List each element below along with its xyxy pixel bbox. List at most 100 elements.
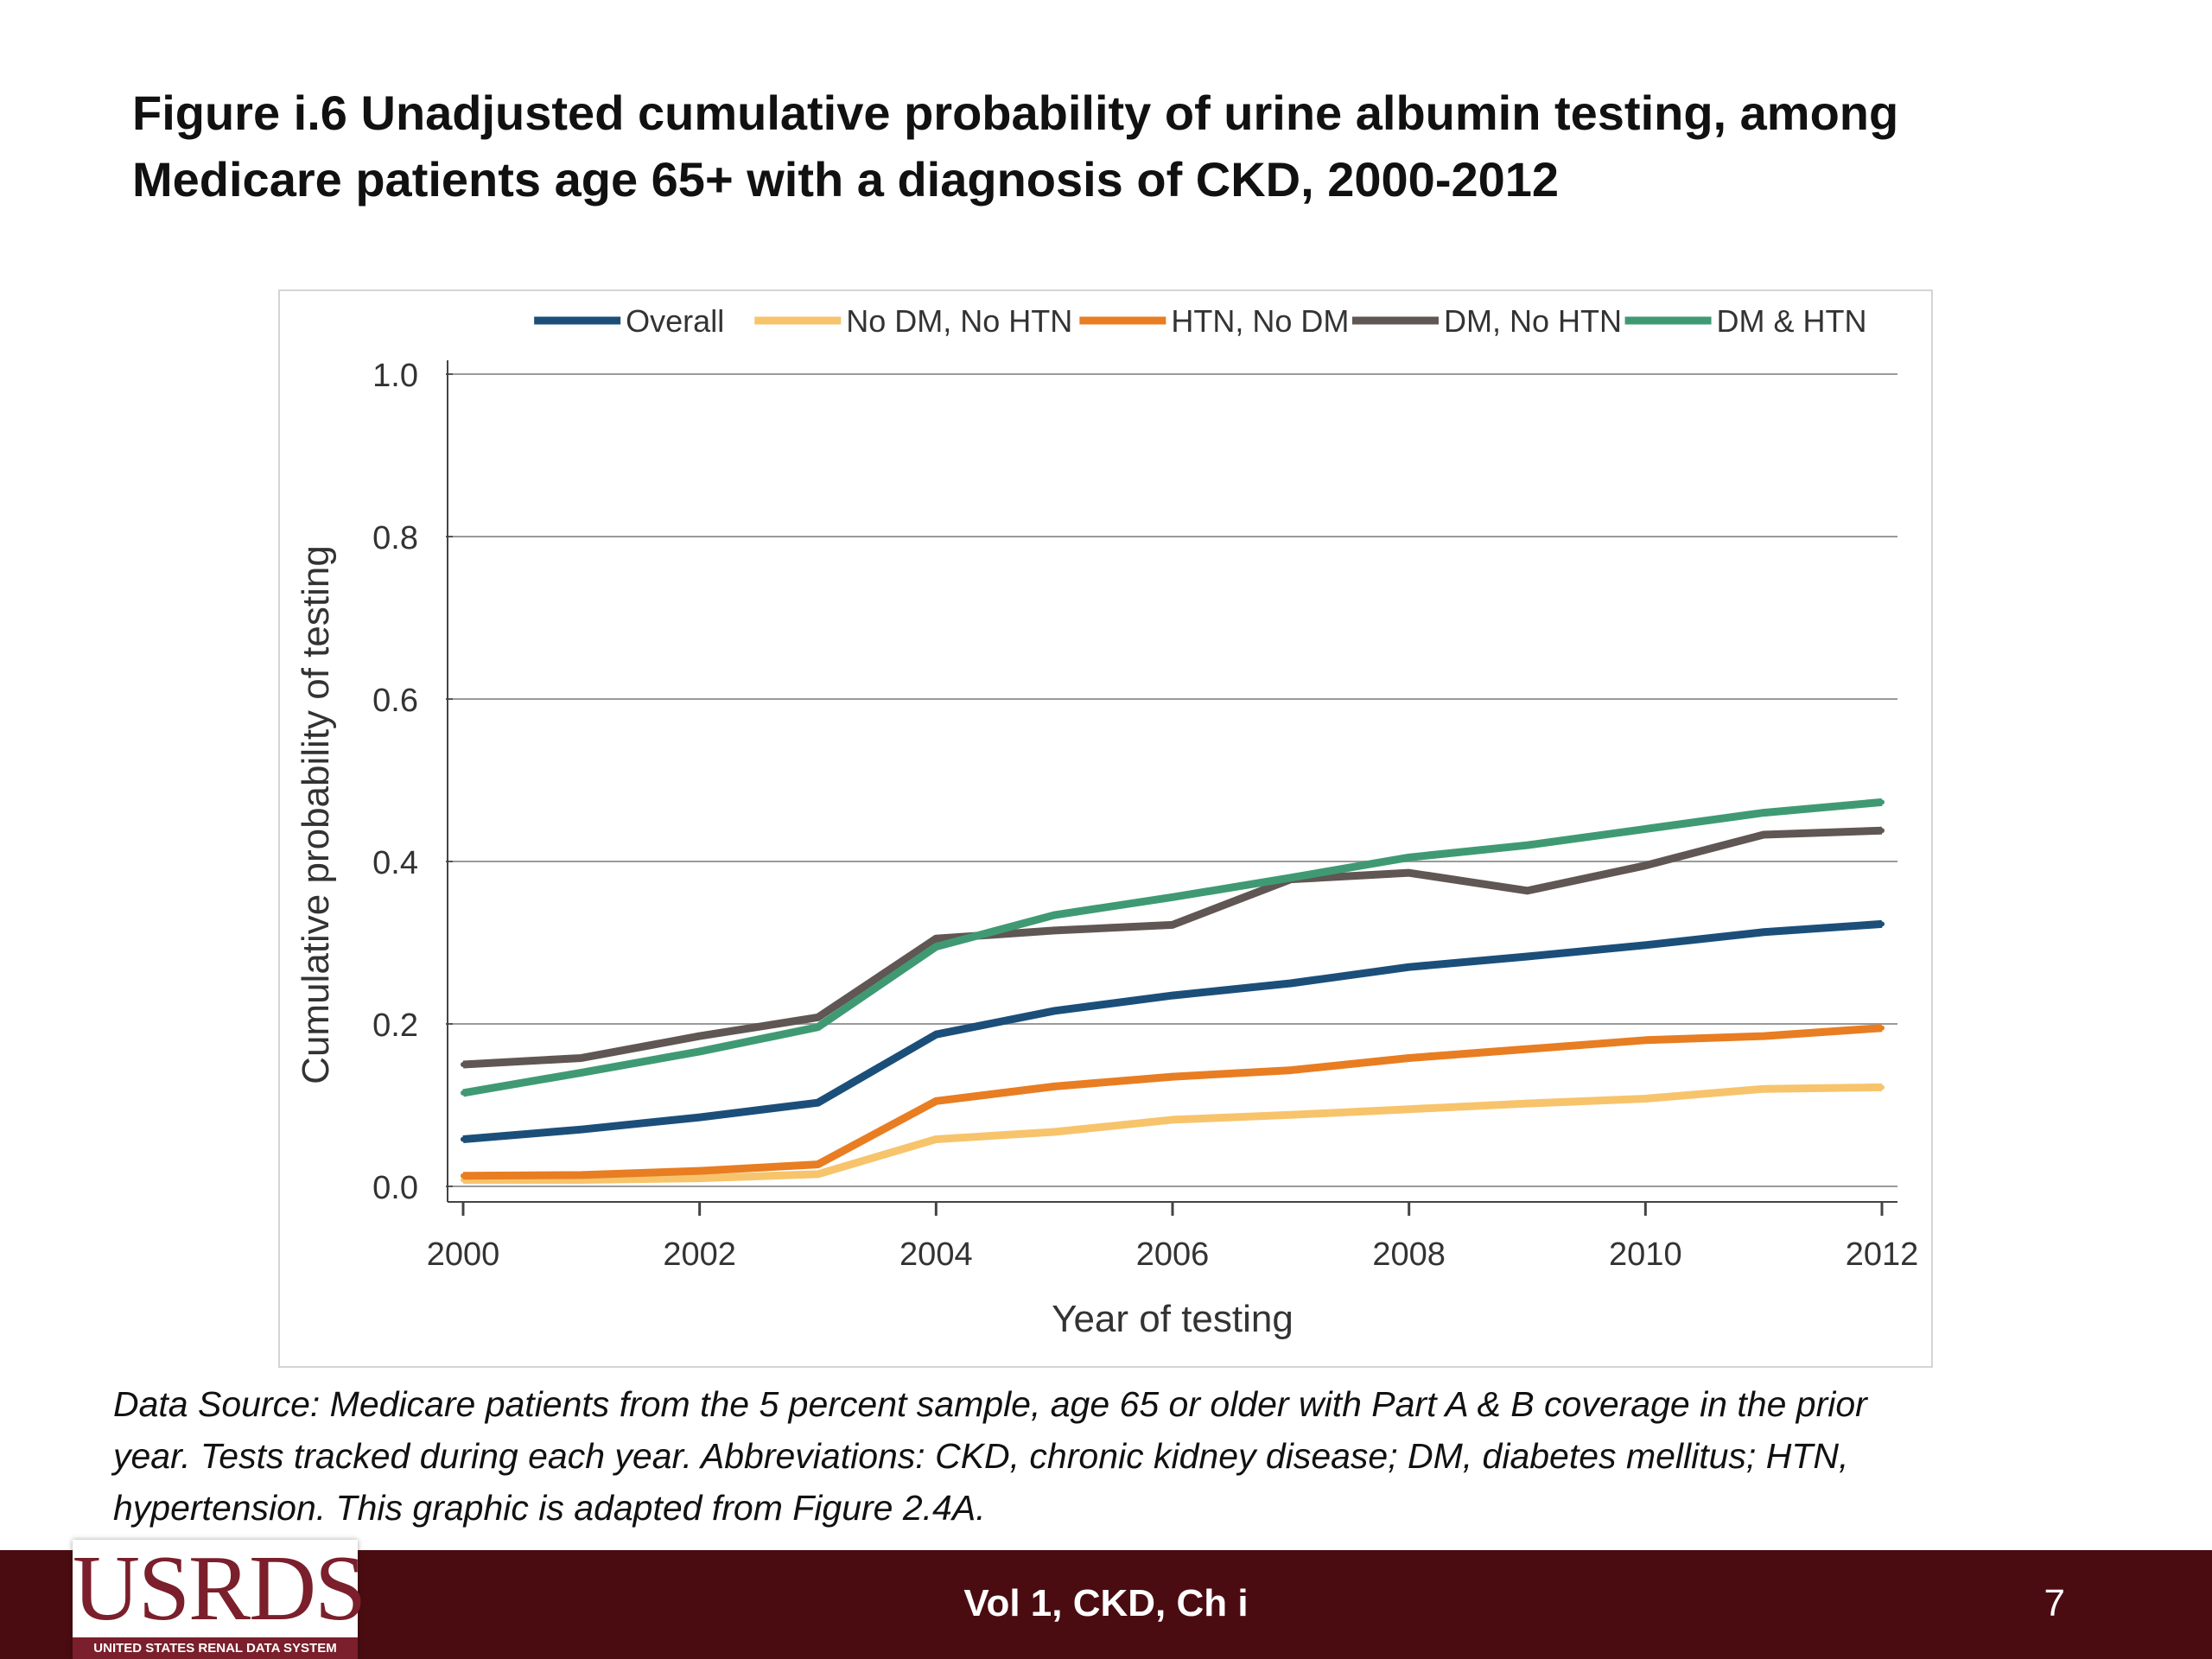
legend-label-0: Overall — [626, 303, 724, 339]
x-tick-label: 2000 — [427, 1236, 500, 1273]
data-point-s4-11 — [1761, 810, 1767, 816]
data-point-s1-12 — [1879, 1084, 1885, 1090]
data-point-s1-8 — [1406, 1106, 1412, 1112]
data-point-s3-10 — [1643, 862, 1649, 868]
x-tick-label: 2004 — [899, 1236, 973, 1273]
data-point-s0-7 — [1287, 981, 1294, 986]
logo-subtitle: UNITED STATES RENAL DATA SYSTEM — [73, 1637, 358, 1659]
series-line-4 — [462, 798, 1883, 1097]
series-line-1 — [463, 1083, 1883, 1184]
data-point-s4-6 — [1170, 894, 1175, 900]
data-point-s3-9 — [1524, 887, 1530, 893]
data-point-s0-1 — [578, 1127, 584, 1133]
legend-label-3: DM, No HTN — [1444, 303, 1622, 339]
data-point-s1-4 — [933, 1136, 939, 1142]
data-point-s3-4 — [933, 936, 939, 942]
data-point-s0-9 — [1524, 953, 1530, 959]
data-point-s1-5 — [1052, 1129, 1058, 1135]
y-tick-label: 0.2 — [372, 1007, 418, 1044]
data-point-s4-3 — [815, 1024, 821, 1030]
data-point-s2-5 — [1052, 1084, 1058, 1090]
footer-bar — [0, 1550, 2212, 1659]
data-point-s2-2 — [696, 1168, 702, 1174]
data-point-s0-12 — [1879, 921, 1885, 927]
y-tick-label: 0.0 — [372, 1170, 418, 1206]
x-tick-label: 2010 — [1609, 1236, 1682, 1273]
data-point-s4-4 — [933, 944, 939, 950]
data-point-s1-7 — [1287, 1112, 1294, 1118]
x-tick-label: 2008 — [1372, 1236, 1446, 1273]
data-point-s0-4 — [933, 1032, 939, 1038]
data-point-s0-6 — [1170, 993, 1175, 999]
logo-wordmark: USRDS — [73, 1537, 366, 1640]
data-source-line-2: year. Tests tracked during each year. Ab… — [113, 1436, 1849, 1476]
data-point-s2-11 — [1761, 1033, 1767, 1039]
data-point-s3-8 — [1406, 870, 1412, 876]
data-point-s3-11 — [1761, 831, 1767, 837]
y-tick-label: 0.8 — [372, 520, 418, 556]
data-point-s3-5 — [1052, 927, 1058, 933]
data-point-s4-9 — [1524, 842, 1530, 849]
data-point-s2-8 — [1406, 1055, 1412, 1061]
legend-label-2: HTN, No DM — [1171, 303, 1349, 339]
data-point-s3-2 — [696, 1033, 702, 1039]
chart-panel: 0.0 0.2 0.4 0.6 0.8 1.0 2000 2002 2004 2006 2008 20… — [278, 289, 1933, 1368]
data-point-s2-6 — [1170, 1074, 1175, 1080]
data-point-s1-10 — [1643, 1096, 1649, 1102]
data-point-s4-12 — [1879, 799, 1885, 805]
legend-label-4: DM & HTN — [1717, 303, 1867, 339]
series-line-0 — [462, 919, 1883, 1143]
data-point-s4-0 — [461, 1090, 466, 1096]
data-point-s2-0 — [461, 1173, 466, 1179]
data-point-s0-3 — [815, 1100, 821, 1106]
data-point-s0-0 — [461, 1136, 466, 1142]
data-point-s1-6 — [1170, 1116, 1175, 1122]
data-point-s2-1 — [578, 1172, 584, 1178]
data-point-s0-5 — [1052, 1007, 1058, 1014]
data-point-s1-3 — [815, 1171, 821, 1177]
data-point-s1-11 — [1761, 1086, 1767, 1092]
page-number: 7 — [2044, 1582, 2065, 1624]
data-point-s3-1 — [578, 1055, 584, 1061]
data-point-s1-2 — [696, 1175, 702, 1181]
data-point-s2-10 — [1643, 1037, 1649, 1043]
data-point-s4-1 — [578, 1070, 584, 1076]
line-chart: 0.0 0.2 0.4 0.6 0.8 1.0 2000 2002 2004 2006 2008 20… — [295, 303, 1919, 1340]
y-tick-label: 1.0 — [372, 358, 418, 394]
y-axis-title: Cumulative probability of testing — [295, 545, 337, 1084]
data-point-s3-6 — [1170, 922, 1175, 928]
data-point-s3-12 — [1879, 828, 1885, 834]
figure-title: Figure i.6 Unadjusted cumulative probabi… — [132, 79, 2076, 213]
legend-label-1: No DM, No HTN — [846, 303, 1072, 339]
data-point-s1-9 — [1524, 1101, 1530, 1107]
data-point-s2-3 — [815, 1161, 821, 1167]
footer-section-label: Vol 1, CKD, Ch i — [963, 1582, 1249, 1624]
data-point-s4-7 — [1287, 874, 1294, 880]
data-point-s2-4 — [933, 1098, 939, 1104]
x-tick-label: 2012 — [1846, 1236, 1919, 1273]
series-line-3 — [462, 826, 1883, 1069]
data-point-s0-8 — [1406, 964, 1412, 970]
data-point-s4-2 — [696, 1048, 702, 1054]
y-tick-label: 0.4 — [372, 845, 418, 881]
figure-title-line-2: Medicare patients age 65+ with a diagnos… — [132, 152, 1560, 207]
data-source-note: Data Source: Medicare patients from the … — [113, 1378, 2126, 1534]
data-point-s2-7 — [1287, 1067, 1294, 1073]
data-point-s4-8 — [1406, 855, 1412, 861]
data-point-s0-2 — [696, 1115, 702, 1121]
data-point-s4-5 — [1052, 912, 1058, 918]
figure-title-line-1: Figure i.6 Unadjusted cumulative probabi… — [132, 86, 1899, 140]
x-tick-label: 2002 — [663, 1236, 736, 1273]
data-point-s3-0 — [461, 1062, 466, 1067]
x-tick-label: 2006 — [1136, 1236, 1210, 1273]
data-source-line-3: hypertension. This graphic is adapted fr… — [113, 1488, 986, 1528]
y-tick-label: 0.6 — [372, 683, 418, 719]
data-point-s3-3 — [815, 1014, 821, 1020]
data-point-s0-10 — [1643, 942, 1649, 948]
data-point-s4-10 — [1643, 826, 1649, 832]
series-line-2 — [462, 1024, 1883, 1180]
data-source-line-1: Data Source: Medicare patients from the … — [113, 1384, 1867, 1424]
usrds-logo: USRDS UNITED STATES RENAL DATA SYSTEM — [73, 1537, 366, 1659]
data-point-s2-9 — [1524, 1046, 1530, 1052]
data-point-s2-12 — [1879, 1025, 1885, 1031]
